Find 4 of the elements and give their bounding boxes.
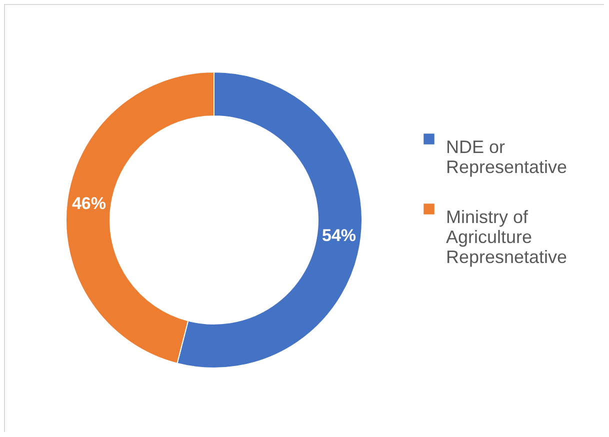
legend-label: NDE or Representative xyxy=(446,137,568,177)
data-label: 46% xyxy=(72,194,106,214)
legend-label: Ministry of Agriculture Represnetative xyxy=(446,207,568,267)
data-label: 54% xyxy=(322,226,356,245)
